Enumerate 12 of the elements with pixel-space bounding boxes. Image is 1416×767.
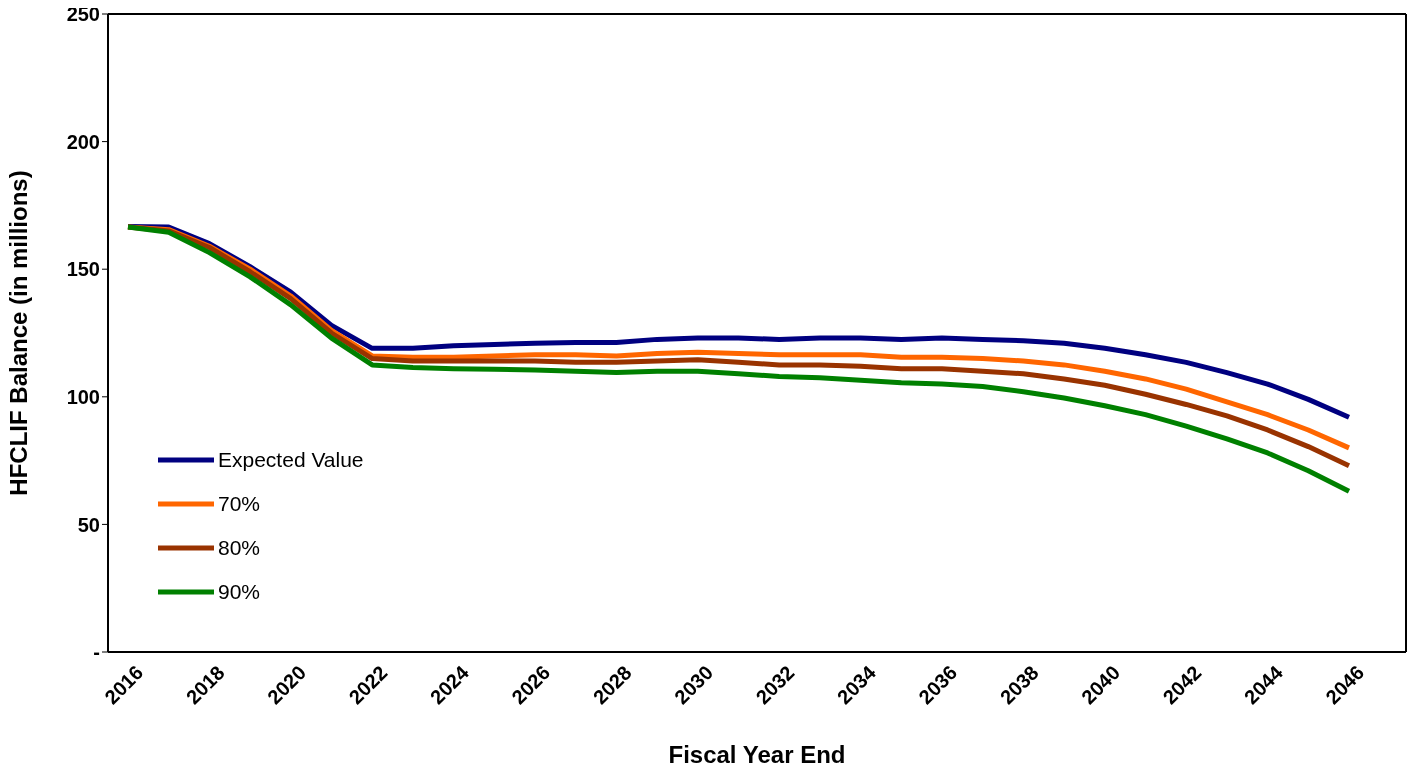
y-tick-label: - [93, 641, 100, 664]
x-axis-title: Fiscal Year End [668, 741, 846, 767]
y-axis-title: HFCLIF Balance (in millions) [4, 170, 32, 496]
legend-label: 70% [218, 492, 261, 516]
legend-label: 90% [218, 580, 261, 604]
y-tick-label: 150 [66, 258, 100, 281]
legend-label: Expected Value [218, 448, 364, 472]
y-tick-label: 200 [66, 130, 100, 153]
y-tick-label: 50 [77, 513, 100, 536]
y-tick-label: 250 [66, 3, 100, 26]
y-tick-label: 100 [66, 385, 100, 408]
legend-label: 80% [218, 536, 261, 560]
